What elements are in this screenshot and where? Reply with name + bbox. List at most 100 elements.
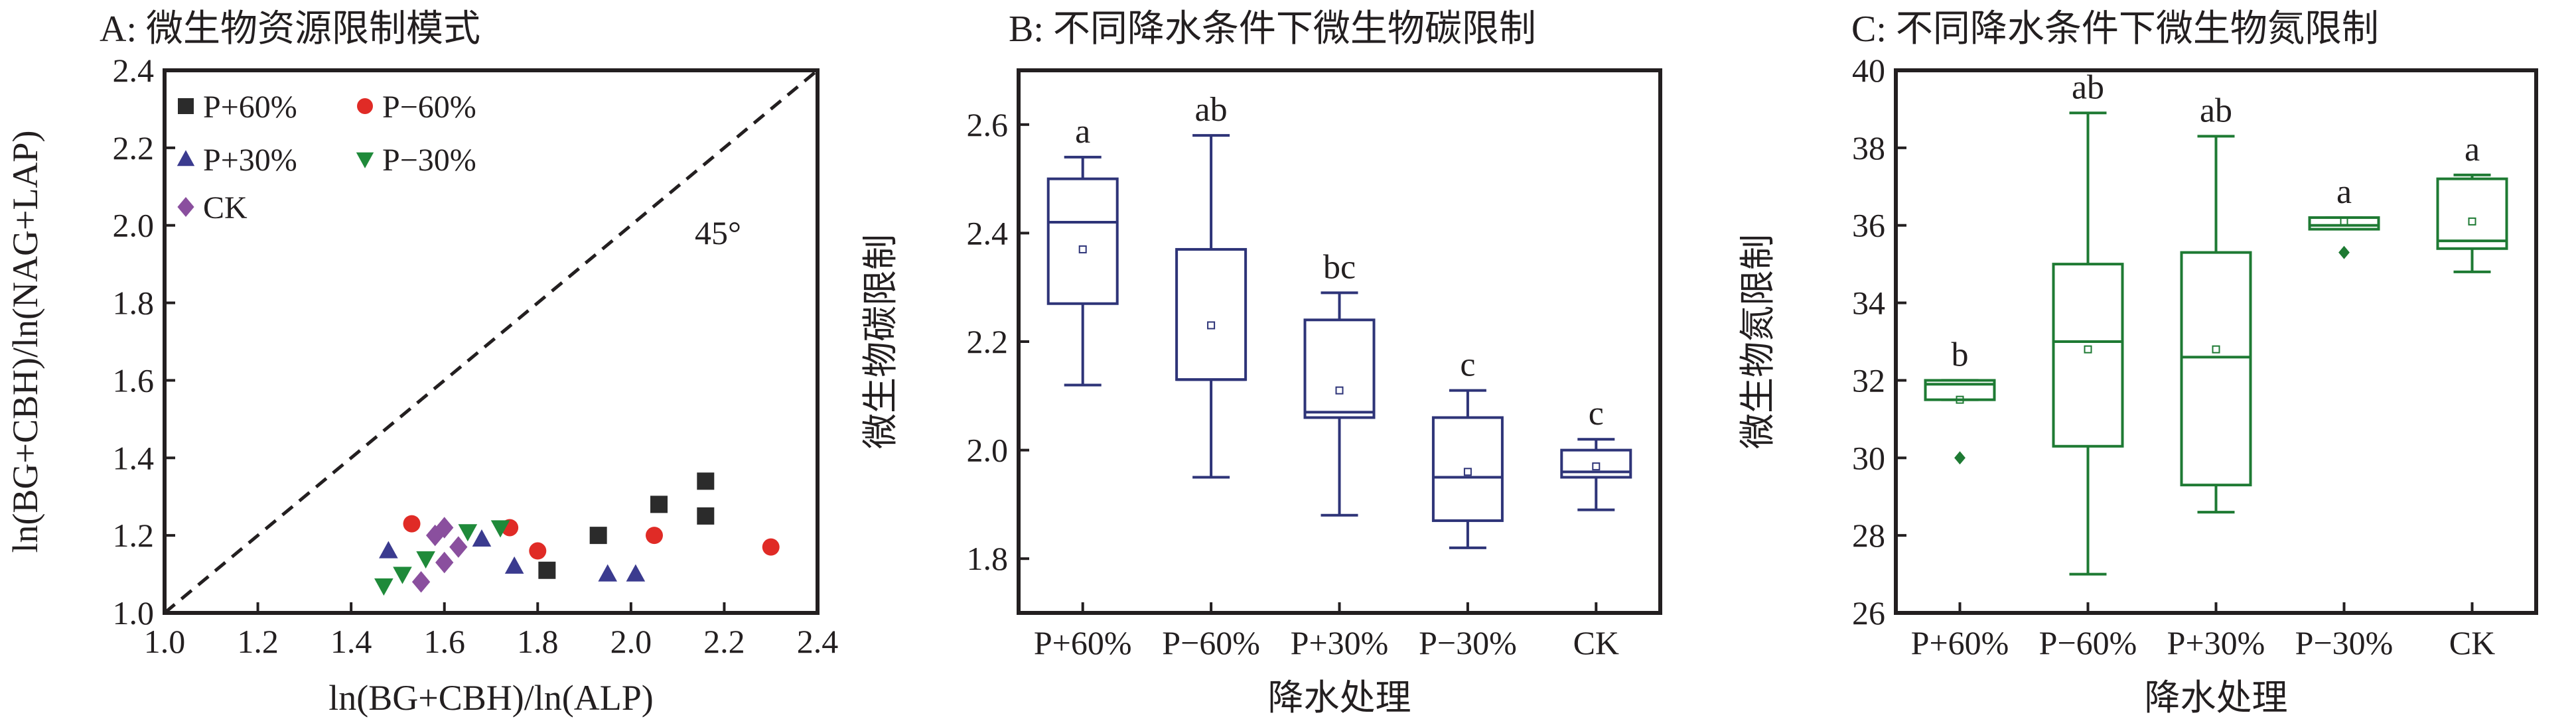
x-tick-label: P−60%: [1162, 624, 1260, 661]
y-tick-label: 2.4: [967, 214, 1009, 251]
data-point: [626, 564, 646, 582]
y-tick-label: 1.4: [113, 439, 155, 476]
data-point: [379, 541, 398, 559]
plot-frame: [163, 68, 820, 615]
significance-letter: a: [2465, 131, 2480, 168]
legend-marker: [357, 98, 373, 114]
mean-marker: [2468, 217, 2476, 226]
mean-marker: [1335, 386, 1344, 395]
x-tick-label: P−30%: [1419, 624, 1517, 661]
x-tick-label: 1.4: [330, 623, 372, 660]
mean-marker: [2212, 345, 2220, 354]
box: [2308, 216, 2380, 231]
data-point: [646, 527, 663, 545]
x-tick-label: P−60%: [2039, 624, 2137, 661]
x-axis-label: 降水处理: [2145, 678, 2288, 718]
x-tick-label: CK: [2449, 624, 2495, 661]
data-point: [411, 571, 431, 593]
y-tick-label: 2.2: [113, 129, 155, 166]
x-tick-label: P−30%: [2295, 624, 2394, 661]
x-tick-label: 2.4: [797, 623, 839, 660]
significance-letter: a: [1075, 113, 1090, 151]
box: [1175, 247, 1248, 381]
y-axis-label: ln(BG+CBH)/ln(NAG+LAP): [5, 131, 45, 553]
panel-b-boxplot: 1.8 2.0 2.2 2.4 2.6 P+60% a P−60% ab P+30% bc P−30%…: [861, 9, 1662, 718]
legend-marker: [177, 150, 195, 166]
data-point: [529, 542, 547, 560]
legend-label: P+60%: [203, 90, 297, 125]
mean-marker: [1078, 245, 1087, 253]
y-axis-label: 微生物氮限制: [1738, 234, 1778, 449]
x-tick-label: P+30%: [1291, 624, 1389, 661]
outlier-point: [1954, 451, 1966, 465]
x-axis-label: 降水处理: [1268, 678, 1411, 718]
data-point: [598, 564, 618, 582]
data-point: [435, 517, 454, 539]
data-point: [504, 556, 524, 574]
data-point: [403, 515, 421, 533]
data-point: [490, 520, 510, 538]
legend-label: P−60%: [382, 90, 476, 125]
box: [1431, 416, 1504, 522]
y-tick-label: 2.6: [967, 106, 1009, 143]
x-tick-label: 1.6: [423, 623, 465, 660]
data-point: [416, 551, 435, 569]
panel-title: A: 微生物资源限制模式: [100, 9, 480, 50]
data-point: [697, 507, 715, 525]
outlier-point: [2338, 245, 2350, 259]
legend-marker: [178, 98, 194, 114]
mean-marker: [1463, 468, 1472, 476]
significance-letter: ab: [2200, 92, 2232, 129]
y-tick-label: 40: [1852, 52, 1885, 89]
x-tick-label: 2.2: [703, 623, 745, 660]
panel-title: C: 不同降水条件下微生物氮限制: [1851, 9, 2379, 50]
y-tick-label: 2.0: [113, 207, 155, 244]
data-point: [435, 551, 454, 574]
legend-label: CK: [203, 190, 248, 226]
mean-marker: [1592, 462, 1601, 471]
data-point: [458, 524, 478, 542]
reference-line-label: 45°: [695, 214, 741, 251]
significance-letter: c: [1460, 346, 1475, 384]
data-point: [393, 566, 412, 584]
legend-label: P−30%: [382, 143, 476, 178]
y-tick-label: 1.0: [113, 594, 155, 631]
box: [2436, 177, 2508, 250]
significance-letter: a: [2336, 173, 2352, 211]
x-tick-label: P+60%: [1034, 624, 1132, 661]
significance-letter: ab: [1195, 91, 1228, 129]
significance-letter: b: [1952, 336, 1969, 373]
mean-marker: [2084, 345, 2092, 354]
x-tick-label: P+60%: [1911, 624, 2009, 661]
y-tick-label: 28: [1852, 517, 1885, 554]
data-point: [472, 529, 492, 547]
reference-line-1-to-1: [163, 69, 819, 614]
panel-c-boxplot: 26 28 30 32 34 36 38 40 P+60% b P−60% ab P+30% ab P−30…: [1738, 9, 2538, 718]
y-tick-label: 30: [1852, 439, 1885, 476]
panel-a-scatter: 1.0 1.2 1.4 1.6 1.8 2.0 2.2 2.4 1.0 1.2 1.4 1.6 1.8 2…: [5, 9, 838, 718]
y-tick-label: 1.6: [113, 362, 155, 399]
y-tick-label: 2.4: [113, 52, 155, 89]
data-point: [650, 496, 668, 513]
x-axis-label: ln(BG+CBH)/ln(ALP): [328, 678, 653, 718]
mean-marker: [1956, 395, 1964, 404]
y-tick-label: 1.2: [113, 517, 155, 554]
x-tick-label: P+30%: [2167, 624, 2265, 661]
y-tick-label: 2.2: [967, 323, 1009, 360]
box: [1303, 318, 1376, 419]
legend-marker: [356, 152, 374, 168]
y-tick-label: 1.8: [967, 540, 1009, 577]
data-point: [374, 578, 394, 596]
mean-marker: [2340, 217, 2348, 226]
box: [2052, 263, 2124, 448]
x-tick-label: 1.2: [237, 623, 279, 660]
y-tick-label: 34: [1852, 285, 1885, 322]
y-axis-label: 微生物碳限制: [861, 234, 900, 449]
panel-title: B: 不同降水条件下微生物碳限制: [1009, 9, 1536, 50]
legend-marker: [177, 197, 194, 217]
x-tick-label: 1.0: [144, 623, 186, 660]
legend-label: P+30%: [203, 143, 297, 178]
y-tick-label: 36: [1852, 207, 1885, 244]
y-tick-label: 1.8: [113, 285, 155, 322]
